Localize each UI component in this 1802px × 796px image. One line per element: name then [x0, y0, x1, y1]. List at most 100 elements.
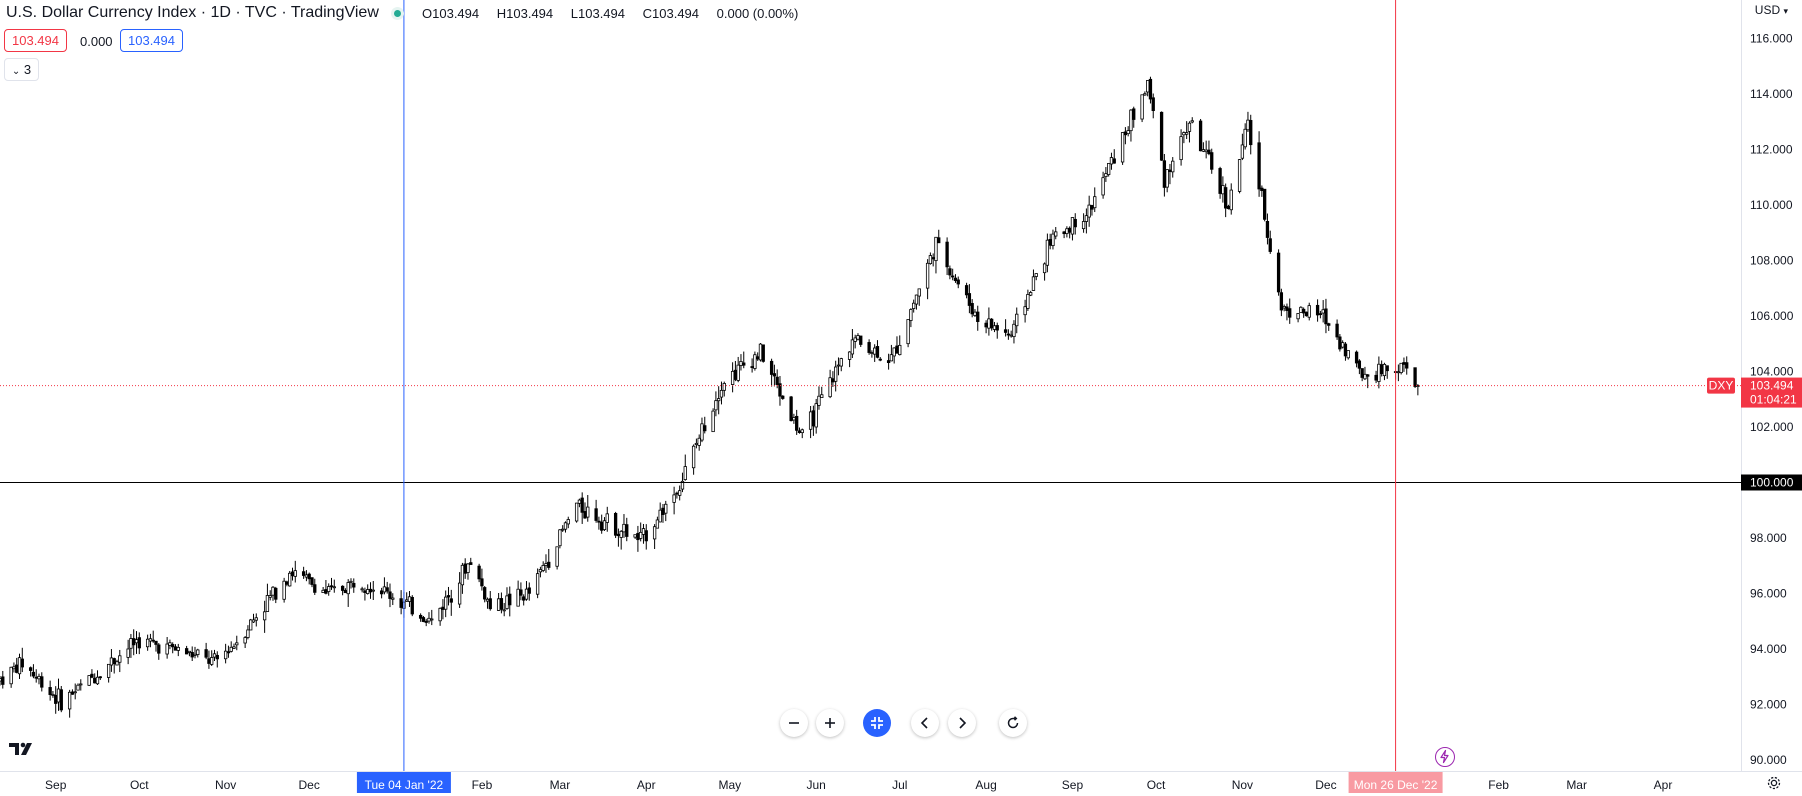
candle	[449, 598, 453, 603]
candle	[1051, 233, 1055, 247]
candle	[769, 360, 774, 375]
candle	[953, 277, 958, 282]
candle	[795, 415, 799, 431]
candle	[405, 599, 409, 602]
candle	[1068, 227, 1072, 233]
candle	[956, 279, 960, 285]
candle	[1249, 120, 1253, 146]
candle	[859, 335, 863, 345]
candle	[268, 595, 272, 598]
candle	[1374, 374, 1378, 381]
candle	[561, 528, 565, 531]
candle	[254, 617, 258, 621]
time-tick-label: Apr	[1654, 778, 1673, 792]
candle	[622, 523, 626, 533]
candle	[1198, 120, 1203, 152]
candle	[541, 565, 545, 571]
scroll-right-button[interactable]	[948, 709, 976, 737]
candle	[379, 590, 384, 595]
candle	[1165, 169, 1169, 188]
candle	[597, 520, 601, 523]
candle	[990, 318, 994, 329]
candle	[15, 664, 19, 673]
high-label: H	[496, 6, 507, 21]
candle	[508, 593, 512, 606]
candle	[1260, 187, 1264, 192]
candle	[1162, 160, 1167, 188]
settings-gear-icon[interactable]	[1766, 775, 1782, 796]
candle	[639, 531, 643, 539]
symbol-title[interactable]: U.S. Dollar Currency Index · 1D · TVC · …	[6, 4, 379, 21]
tradingview-logo-icon[interactable]	[6, 736, 36, 762]
candle	[349, 580, 353, 583]
candle	[867, 342, 871, 353]
candle	[0, 678, 2, 682]
candle	[1405, 362, 1409, 369]
candle	[945, 241, 949, 268]
candle	[694, 442, 699, 445]
candle	[739, 361, 743, 366]
candle	[1201, 149, 1206, 152]
candle	[1354, 351, 1359, 364]
candle	[20, 658, 24, 668]
zoom-in-button[interactable]	[816, 709, 844, 737]
candle	[1243, 128, 1247, 148]
candle	[251, 619, 256, 623]
change-value: 0.000 (0.00%)	[716, 6, 799, 21]
indicators-toggle-button[interactable]: ⌄ 3	[4, 58, 39, 81]
candle	[171, 644, 175, 648]
candle	[1240, 144, 1245, 159]
reset-scale-button[interactable]	[863, 709, 891, 737]
horizontal-line-label: 100.000	[1750, 475, 1794, 489]
candle	[196, 649, 200, 655]
candle	[672, 494, 676, 503]
sell-price-button[interactable]: 103.494	[4, 29, 67, 52]
candle	[1218, 168, 1222, 194]
candle	[1341, 342, 1345, 348]
currency-selector[interactable]: USD ▾	[1755, 3, 1788, 17]
candle	[1296, 313, 1300, 320]
candlestick-series	[0, 76, 1420, 718]
price-tick-label: 116.000	[1750, 32, 1793, 46]
candle	[12, 666, 16, 670]
candle	[733, 369, 738, 380]
time-tick-label: Oct	[1147, 778, 1166, 792]
candle	[223, 650, 228, 660]
buy-price-button[interactable]: 103.494	[120, 29, 183, 52]
candle	[371, 589, 375, 592]
reset-chart-button[interactable]	[999, 709, 1027, 737]
scroll-left-button[interactable]	[911, 709, 939, 737]
candle	[856, 335, 860, 340]
time-tick-label: Dec	[1315, 778, 1336, 792]
zoom-out-button[interactable]	[780, 709, 808, 737]
candle	[717, 398, 721, 402]
candle	[388, 591, 392, 599]
candle	[928, 255, 933, 265]
candle	[976, 311, 980, 322]
candle	[909, 309, 913, 321]
market-status-icon[interactable]	[391, 7, 404, 20]
price-tick-label: 96.000	[1750, 586, 1787, 600]
candle	[583, 511, 587, 519]
lightning-icon[interactable]	[1435, 747, 1455, 767]
candle	[817, 395, 821, 406]
candle	[1073, 218, 1077, 228]
candle	[1065, 228, 1069, 235]
candle	[691, 445, 696, 469]
candle	[711, 410, 715, 433]
time-tick-label: Jul	[892, 778, 907, 792]
candle	[594, 508, 598, 521]
price-tick-label: 90.000	[1750, 753, 1787, 767]
candle	[106, 663, 111, 678]
candle	[176, 646, 180, 651]
candle	[516, 588, 520, 607]
horizontal-line-label-bg	[1741, 474, 1802, 491]
candle	[457, 582, 462, 605]
time-tick-label: Dec	[299, 778, 320, 792]
candle	[48, 687, 52, 695]
candle	[1321, 309, 1325, 314]
candle	[502, 609, 506, 612]
candle	[519, 589, 523, 596]
candle	[547, 561, 551, 568]
